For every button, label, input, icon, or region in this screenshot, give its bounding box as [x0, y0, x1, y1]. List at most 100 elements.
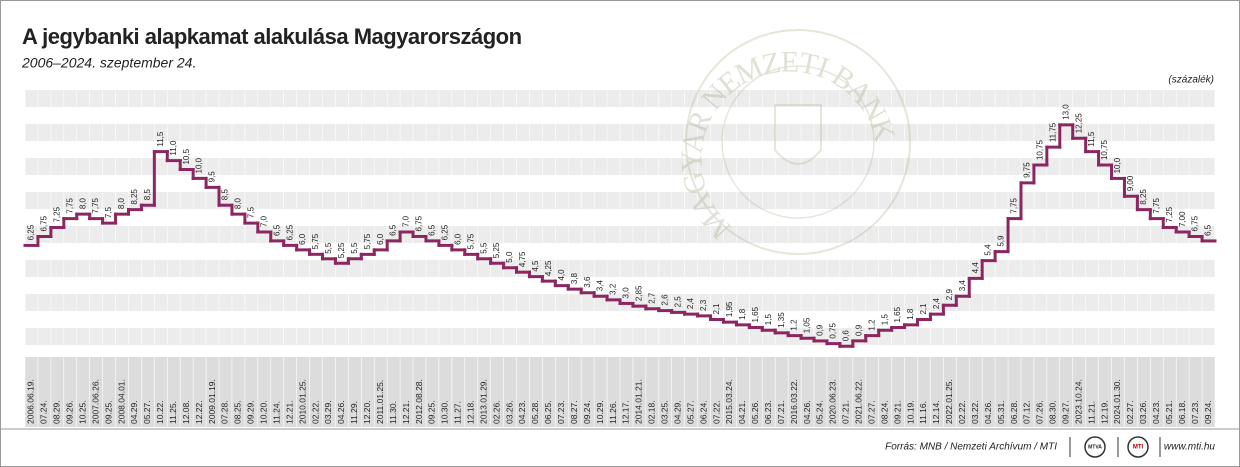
x-tick-label: 09.24.: [1203, 400, 1213, 424]
x-tick-label: 05.28.: [530, 400, 540, 424]
value-label: 6,25: [285, 224, 294, 240]
x-tick-label: 07.27.: [866, 400, 876, 424]
x-tick-label: 07.23.: [556, 400, 566, 424]
x-tick-label: 11.16.: [918, 401, 928, 424]
value-label: 6,5: [389, 224, 398, 236]
value-label: 5,75: [311, 233, 320, 249]
value-label: 3,6: [583, 276, 592, 288]
x-tick-label: 04.26.: [802, 400, 812, 424]
x-tick-label: 06.24.: [698, 400, 708, 424]
value-label: 7,00: [1178, 211, 1187, 227]
value-label: 5,9: [997, 235, 1006, 247]
x-tick-label: 04.23.: [517, 400, 527, 424]
x-tick-label: 12.08.: [181, 400, 191, 424]
value-label: 8,25: [130, 189, 139, 205]
value-label: 7,5: [246, 206, 255, 218]
value-label: 11,5: [1087, 131, 1096, 147]
value-label: 4,75: [518, 251, 527, 267]
x-tick-label: 08.27.: [569, 400, 579, 424]
seal-ring: [685, 29, 911, 255]
value-label: 7,75: [1010, 197, 1019, 213]
x-tick-label: 2012.08.28.: [414, 379, 424, 424]
x-tick-label: 12.18.: [466, 400, 476, 424]
seal-ring: [721, 65, 875, 219]
value-label: 0,9: [854, 324, 863, 336]
value-label: 4,4: [971, 262, 980, 274]
x-tick-label: 07.26.: [1035, 400, 1045, 424]
value-label: 5,5: [479, 242, 488, 254]
value-label: 7,5: [104, 206, 113, 218]
value-label: 2,6: [660, 294, 669, 306]
x-tick-label: 03.26.: [504, 400, 514, 424]
x-tick-label: 2010.01.25.: [297, 379, 307, 424]
x-tick-label: 09.26.: [65, 400, 75, 424]
x-tick-label: 11.27.: [453, 401, 463, 424]
value-label: 6,75: [40, 215, 49, 231]
value-label: 3,2: [609, 283, 618, 295]
value-label: 1,65: [893, 306, 902, 322]
value-label: 5,25: [337, 242, 346, 258]
x-tick-label: 09.25.: [103, 400, 113, 424]
logo-text: MTI: [1133, 445, 1144, 451]
x-tick-label: 05.27.: [142, 400, 152, 424]
logo: [1127, 436, 1149, 458]
x-tick-label: 10.29.: [595, 400, 605, 424]
value-label: 6,0: [453, 233, 462, 245]
x-tick-label: 2011.01.25.: [375, 380, 385, 424]
value-label: 10,5: [182, 148, 191, 164]
x-tick-label: 12.21.: [284, 400, 294, 424]
value-label: 2,5: [673, 296, 682, 308]
x-tick-label: 2020.06.23.: [828, 379, 838, 424]
value-label: 3,0: [622, 287, 631, 299]
value-label: 0,9: [816, 324, 825, 336]
x-tick-label: 08.24.: [879, 400, 889, 424]
x-tick-label: 02.22.: [957, 400, 967, 424]
x-tick-label: 12.17.: [621, 400, 631, 424]
x-tick-label: 08.29.: [52, 400, 62, 424]
x-tick-label: 10.30.: [440, 400, 450, 424]
value-label: 1,35: [777, 312, 786, 328]
value-label: 7,25: [1165, 206, 1174, 222]
value-label: 6,75: [1191, 215, 1200, 231]
value-label: 11,5: [156, 131, 165, 147]
x-tick-label: 09.25.: [427, 400, 437, 424]
logo: [1084, 436, 1106, 458]
x-tick-label: 2022.01.25.: [944, 379, 954, 424]
value-label: 2,1: [712, 303, 721, 315]
value-label: 1,05: [803, 317, 812, 333]
x-tick-label: 2015.03.24.: [724, 379, 734, 424]
x-tick-label: 07.22.: [711, 400, 721, 424]
x-tick-label: 06.18.: [1177, 400, 1187, 424]
x-tick-label: 11.25.: [168, 401, 178, 424]
x-tick-label: 12.22.: [194, 400, 204, 424]
x-tick-label: 04.23.: [1151, 400, 1161, 424]
x-tick-label: 09.21.: [892, 400, 902, 424]
x-tick-label: 08.25.: [233, 400, 243, 424]
x-tick-label: 10.19.: [905, 400, 915, 424]
x-tick-label: 11.26.: [608, 401, 618, 424]
x-tick-label: 12.19.: [1099, 400, 1109, 424]
x-tick-label: 04.26.: [336, 400, 346, 424]
x-tick-label: 07.28.: [220, 400, 230, 424]
x-tick-label: 09.27.: [1061, 400, 1071, 424]
x-tick-label: 2023.10.24.: [1073, 379, 1083, 424]
chart-title: A jegybanki alapkamat alakulása Magyaror…: [22, 24, 522, 49]
value-label: 9,00: [1126, 175, 1135, 191]
value-label: 5,4: [984, 244, 993, 256]
value-label: 1,8: [738, 308, 747, 320]
x-tick-label: 07.24.: [39, 400, 49, 424]
x-tick-label: 04.21.: [737, 400, 747, 424]
x-tick-label: 05.24.: [815, 400, 825, 424]
value-label: 1,2: [867, 319, 876, 331]
x-tick-label: 2008.04.01.: [116, 379, 126, 424]
value-label: 10,0: [195, 157, 204, 173]
x-tick-label: 09.29.: [246, 400, 256, 424]
value-label: 6,0: [376, 233, 385, 245]
x-tick-label: 2009.01.19.: [207, 379, 217, 424]
value-label: 6,5: [428, 224, 437, 236]
x-tick-label: 2006.06.19.: [26, 379, 36, 424]
x-tick-label: 07.21.: [776, 400, 786, 424]
value-label: 3,4: [958, 280, 967, 292]
value-label: 10,75: [1100, 139, 1109, 160]
value-label: 5,0: [505, 251, 514, 263]
